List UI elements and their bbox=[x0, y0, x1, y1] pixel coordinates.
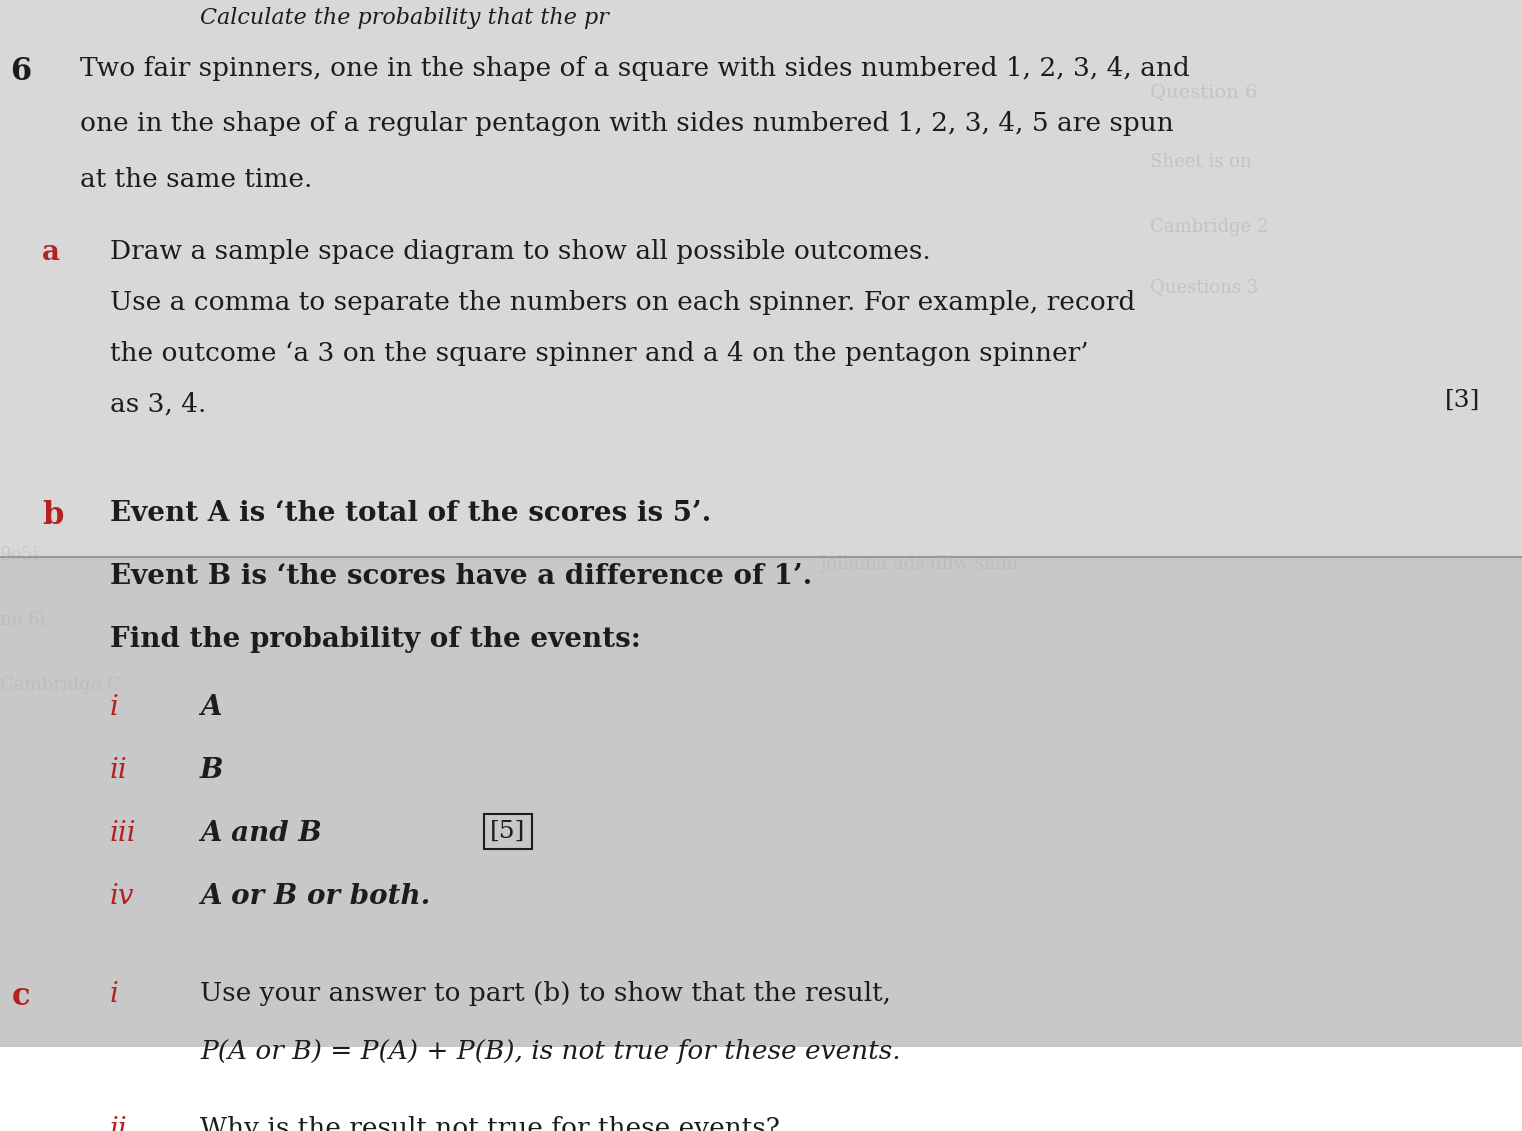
Text: Draw a sample space diagram to show all possible outcomes.: Draw a sample space diagram to show all … bbox=[110, 239, 931, 264]
Text: A: A bbox=[199, 694, 222, 722]
Text: Use a comma to separate the numbers on each spinner. For example, record: Use a comma to separate the numbers on e… bbox=[110, 290, 1135, 314]
Text: Find the probability of the events:: Find the probability of the events: bbox=[110, 625, 641, 653]
Text: Event A is ‘the total of the scores is 5’.: Event A is ‘the total of the scores is 5… bbox=[110, 500, 711, 527]
Text: Use your answer to part (b) to show that the result,: Use your answer to part (b) to show that… bbox=[199, 982, 890, 1007]
Text: c: c bbox=[12, 982, 30, 1012]
Bar bbox=[0, 556, 1522, 1047]
Text: [3]: [3] bbox=[1444, 389, 1479, 412]
Text: A and B: A and B bbox=[199, 820, 321, 847]
Text: no 6i: no 6i bbox=[0, 611, 46, 629]
Text: a: a bbox=[43, 239, 59, 266]
Text: Cambridge 2: Cambridge 2 bbox=[1151, 217, 1268, 235]
Text: Event B is ‘the scores have a difference of 1’.: Event B is ‘the scores have a difference… bbox=[110, 563, 813, 590]
Text: at the same time.: at the same time. bbox=[81, 166, 312, 191]
Text: A or B or both.: A or B or both. bbox=[199, 883, 431, 910]
Bar bbox=[0, 0, 1522, 556]
Text: iv: iv bbox=[110, 883, 134, 910]
Text: Two fair spinners, one in the shape of a square with sides numbered 1, 2, 3, 4, : Two fair spinners, one in the shape of a… bbox=[81, 55, 1190, 80]
Text: 6: 6 bbox=[11, 55, 30, 87]
Text: the outcome ‘a 3 on the square spinner and a 4 on the pentagon spinner’: the outcome ‘a 3 on the square spinner a… bbox=[110, 340, 1088, 365]
Text: Cambridge C: Cambridge C bbox=[0, 676, 120, 693]
Text: Why is the result not true for these events?: Why is the result not true for these eve… bbox=[199, 1115, 779, 1131]
Text: Jollama ads dliw smm: Jollama ads dliw smm bbox=[820, 555, 1020, 573]
Text: i: i bbox=[110, 982, 119, 1009]
Text: Question 6: Question 6 bbox=[1151, 84, 1257, 102]
Text: ii: ii bbox=[110, 758, 128, 784]
Text: iii: iii bbox=[110, 820, 137, 847]
Text: P(A or B) = P(A) + P(B), is not true for these events.: P(A or B) = P(A) + P(B), is not true for… bbox=[199, 1038, 901, 1063]
Text: B: B bbox=[199, 758, 224, 784]
Text: Sheet is on: Sheet is on bbox=[1151, 153, 1251, 171]
Text: Questions 3: Questions 3 bbox=[1151, 278, 1259, 295]
Text: 9o5i: 9o5i bbox=[0, 546, 40, 564]
Text: [5]: [5] bbox=[490, 820, 525, 844]
Text: as 3, 4.: as 3, 4. bbox=[110, 391, 207, 416]
Text: b: b bbox=[43, 500, 64, 530]
Text: ii: ii bbox=[110, 1115, 128, 1131]
Text: one in the shape of a regular pentagon with sides numbered 1, 2, 3, 4, 5 are spu: one in the shape of a regular pentagon w… bbox=[81, 111, 1173, 136]
Text: i: i bbox=[110, 694, 119, 722]
Text: Calculate the probability that the pr: Calculate the probability that the pr bbox=[199, 8, 609, 29]
